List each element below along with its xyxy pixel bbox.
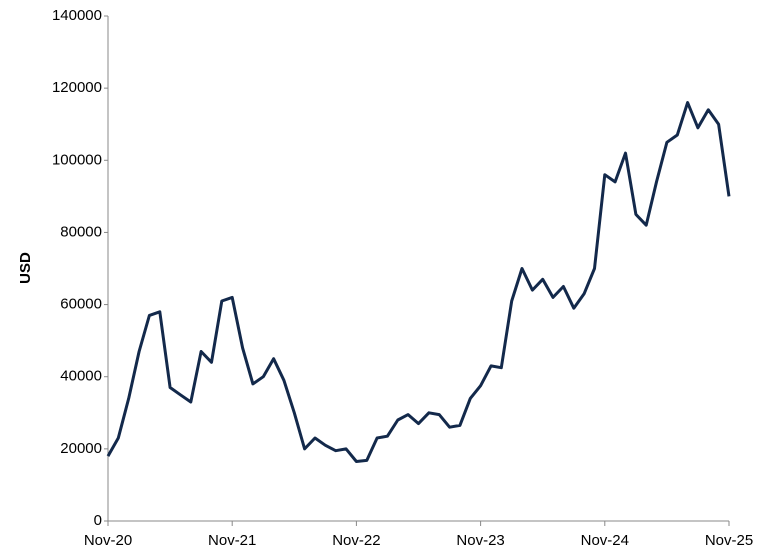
- x-tick-label: Nov-25: [705, 532, 753, 549]
- x-tick-label: Nov-20: [84, 532, 132, 549]
- y-tick-label: 60000: [60, 296, 102, 313]
- x-tick-label: Nov-23: [456, 532, 504, 549]
- x-tick-label: Nov-21: [208, 532, 256, 549]
- y-tick-label: 80000: [60, 223, 102, 240]
- y-tick-label: 140000: [52, 7, 102, 24]
- y-tick-label: 120000: [52, 79, 102, 96]
- price-line: [106, 101, 731, 463]
- x-tick-label: Nov-22: [332, 532, 380, 549]
- y-tick-label: 40000: [60, 368, 102, 385]
- y-tick-label: 0: [94, 512, 102, 529]
- y-tick-label: 20000: [60, 440, 102, 457]
- y-tick-label: 100000: [52, 151, 102, 168]
- x-tick-label: Nov-24: [581, 532, 629, 549]
- y-axis-label: USD: [17, 252, 34, 284]
